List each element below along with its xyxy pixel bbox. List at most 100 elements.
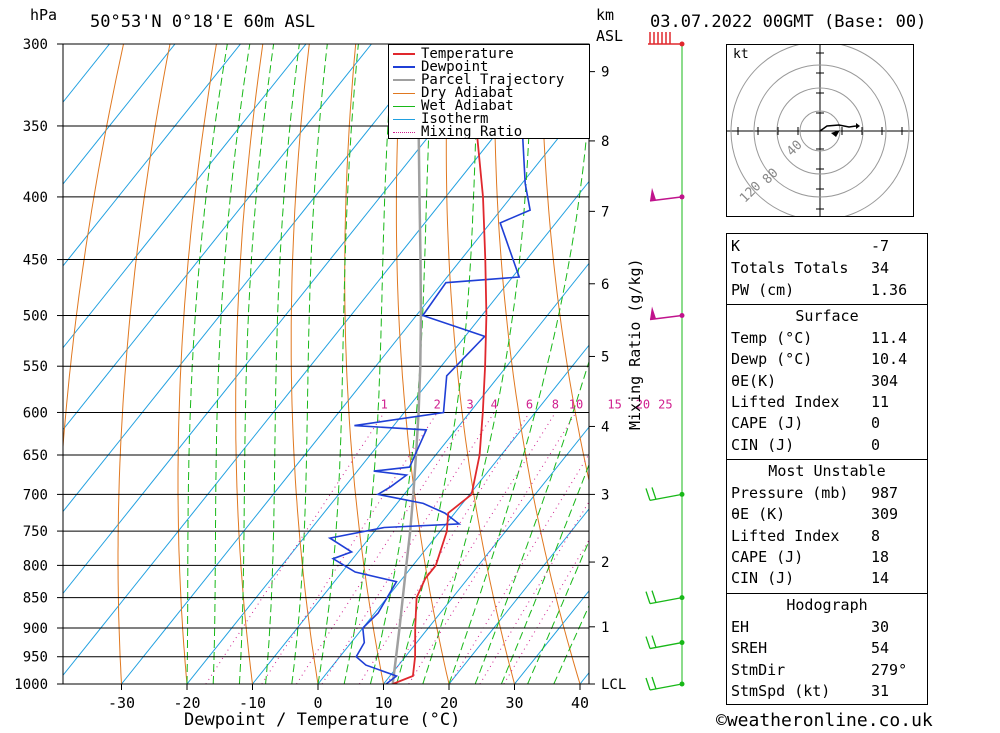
pressure-tick-label: 300 [23, 37, 48, 53]
isotherm-line [63, 44, 241, 267]
wet-adiabat-line [343, 44, 394, 684]
km-tick-label: 1 [601, 620, 609, 636]
x-axis-title: Dewpoint / Temperature (°C) [184, 710, 461, 730]
wind-barb-feather [651, 590, 657, 603]
mixing-ratio-label: 10 [569, 397, 583, 411]
km-tick-label: LCL [601, 677, 626, 693]
row-mu-theta: θE (K) 309 [731, 505, 899, 523]
row-sreh: SREH 54 [731, 639, 890, 657]
hodo-title: Hodograph [786, 596, 868, 614]
isotherm-line [63, 44, 569, 677]
row-pw: PW (cm) 1.36 [731, 281, 908, 299]
temp-tick-label: -20 [173, 694, 200, 712]
pressure-tick-label: 650 [23, 448, 48, 464]
pressure-tick-label: 800 [23, 558, 48, 574]
surface-title: Surface [795, 307, 859, 325]
temp-tick-label: 40 [571, 694, 589, 712]
parcel-line [391, 44, 423, 684]
dry-adiabat-line [235, 44, 264, 684]
row-mu-cin: CIN (J) 14 [731, 569, 890, 587]
isotherm-line [63, 44, 307, 349]
pressure-tick-label: 900 [23, 621, 48, 637]
isotherm-line [63, 44, 176, 185]
row-totals: Totals Totals 34 [731, 259, 890, 277]
isotherm-line [63, 44, 503, 595]
isotherm-line [121, 98, 589, 684]
legend-dewpoint: Dewpoint [393, 60, 488, 74]
row-mu-cape: CAPE (J) 18 [731, 548, 890, 566]
temp-tick-label: 20 [440, 694, 458, 712]
mixing-ratio-line [296, 412, 471, 684]
mixing-ratio-label: 8 [552, 397, 559, 411]
pressure-tick-label: 400 [23, 190, 48, 206]
dewpoint-line [327, 75, 589, 684]
pressure-gridlines [63, 43, 589, 685]
pressure-tick-label: 500 [23, 309, 48, 325]
hodograph: kt 40 80 120 [726, 44, 914, 217]
temp-tick-label: 10 [374, 694, 392, 712]
legend-dry-adiabat: Dry Adiabat [393, 86, 514, 100]
mixing-ratio-line [261, 412, 438, 684]
pressure-tick-label: 750 [23, 524, 48, 540]
pressure-tick-label: 350 [23, 119, 48, 135]
wind-barb-feather [651, 635, 657, 648]
isotherm-line [448, 508, 589, 684]
chart-legend: Temperature Dewpoint Parcel Trajectory D… [388, 44, 590, 139]
mu-title: Most Unstable [768, 462, 886, 480]
row-surface-dewp: Dewp (°C) 10.4 [731, 350, 908, 368]
location-title: 50°53'N 0°18'E 60m ASL [90, 12, 316, 32]
isotherm-line [186, 180, 589, 684]
mixing-ratio-label: 4 [491, 397, 498, 411]
mixing-ratio-label: 2 [434, 397, 441, 411]
wet-adiabat-line [317, 44, 359, 684]
mixing-ratio-label: 20 [636, 397, 650, 411]
mixing-ratio-axis-label: Mixing Ratio (g/kg) [626, 258, 644, 430]
dry-adiabat-line [445, 44, 515, 684]
km-tick-label: 7 [601, 204, 609, 220]
row-surface-theta: θE(K) 304 [731, 372, 899, 390]
wind-barb-feather [645, 488, 651, 501]
plot-frame [62, 43, 590, 685]
km-tick-label: 6 [601, 277, 609, 293]
wet-adiabat-line [448, 103, 589, 684]
pressure-tick-label: 1000 [14, 677, 48, 693]
wind-barb-feather [645, 591, 651, 604]
pressure-tick-label: 600 [23, 405, 48, 421]
wind-barb-pennant [650, 306, 656, 320]
row-mu-pressure: Pressure (mb) 987 [731, 484, 899, 502]
legend-wet-adiabat: Wet Adiabat [393, 99, 514, 113]
row-stmspd: StmSpd (kt) 31 [731, 682, 890, 700]
temperature-line [392, 44, 493, 684]
wet-adiabat-line [500, 463, 589, 684]
wet-adiabat-line [396, 44, 480, 684]
temp-tick-label: 0 [313, 694, 322, 712]
hodograph-unit: kt [733, 47, 749, 62]
isotherm-line [63, 44, 438, 513]
isotherm-line [63, 44, 372, 431]
temp-tick-label: -10 [239, 694, 266, 712]
legend-temperature: Temperature [393, 47, 514, 61]
mixing-ratio-label: 25 [658, 397, 672, 411]
mixing-ratio-line [503, 539, 589, 684]
credit: ©weatheronline.co.uk [716, 710, 933, 731]
row-stmdir: StmDir 279° [731, 661, 908, 679]
wet-adiabat-line [553, 604, 589, 684]
row-k: K -7 [731, 237, 890, 255]
km-tick-label: 2 [601, 555, 609, 571]
pressure-tick-label: 450 [23, 253, 48, 269]
km-tick-label: 8 [601, 134, 609, 150]
indices-table: K -7 Totals Totals 34 PW (cm) 1.36 Surface … [726, 233, 928, 705]
pressure-unit-label: hPa [30, 6, 58, 24]
legend-parcel: Parcel Trajectory [393, 73, 564, 87]
km-tick-label: 9 [601, 65, 609, 81]
dry-adiabat-line [63, 44, 124, 453]
wind-barb-pennant [650, 187, 656, 201]
row-surface-cin: CIN (J) 0 [731, 436, 881, 454]
mixing-ratio-label: 1 [381, 397, 388, 411]
wind-barb-feather [645, 636, 651, 649]
mixing-ratio-line [449, 453, 589, 684]
wind-barb-feather [651, 487, 657, 500]
temp-tick-label: 30 [505, 694, 523, 712]
km-unit-label: km [596, 6, 615, 24]
pressure-tick-label: 850 [23, 591, 48, 607]
